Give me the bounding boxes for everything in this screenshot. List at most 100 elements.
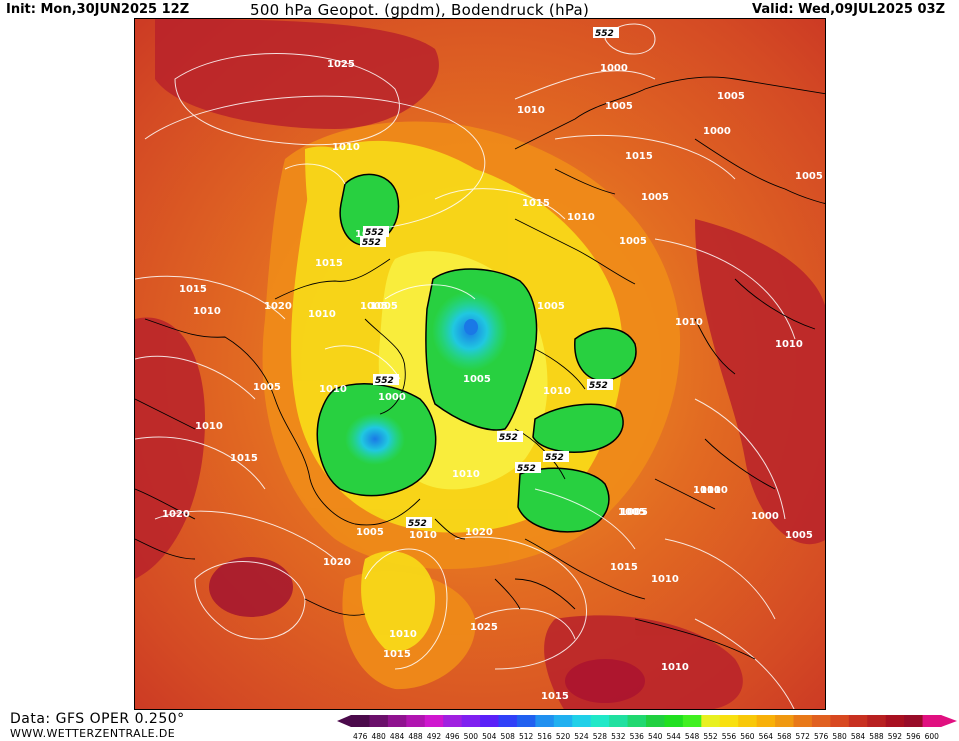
scale-swatch <box>609 715 629 727</box>
geopotential-label: 552 <box>545 453 564 463</box>
scale-tick-label: 488 <box>408 732 423 741</box>
scale-arrow-right <box>941 715 957 727</box>
green-region-east <box>574 327 637 382</box>
scale-tick-label: 492 <box>427 732 442 741</box>
pressure-label: 1025 <box>470 622 498 633</box>
scale-tick-label: 536 <box>630 732 645 741</box>
scale-swatch <box>830 715 850 727</box>
scale-tick-label: 580 <box>832 732 847 741</box>
scale-swatch <box>516 715 536 727</box>
pressure-label: 1005 <box>463 374 491 385</box>
pressure-label: 1010 <box>651 574 679 585</box>
scale-tick-label: 596 <box>906 732 921 741</box>
geopotential-label-box: 552 <box>406 517 432 529</box>
geopotential-label-box: 552 <box>515 462 541 474</box>
scale-swatch <box>701 715 721 727</box>
valid-time: Valid: Wed,09JUL2025 03Z <box>752 2 945 17</box>
scale-swatch <box>535 715 555 727</box>
weather-map: 1025 1010 1000 1005 1010 1000 1005 1015 … <box>134 18 826 710</box>
pressure-label: 1005 <box>785 530 813 541</box>
geopotential-label: 552 <box>408 519 427 529</box>
geopotential-label: 552 <box>365 228 384 238</box>
scale-arrow-left <box>337 715 351 727</box>
geopotential-label: 552 <box>499 433 518 443</box>
green-region-east2 <box>532 403 624 453</box>
website-link[interactable]: WWW.WETTERZENTRALE.DE <box>10 727 176 740</box>
scale-tick-label: 540 <box>648 732 663 741</box>
scale-tick-label: 484 <box>390 732 405 741</box>
pressure-label: 1025 <box>327 59 355 70</box>
scale-swatch <box>443 715 463 727</box>
scale-swatch <box>590 715 610 727</box>
pressure-label: 1010 <box>452 469 480 480</box>
scale-swatch <box>682 715 702 727</box>
pressure-label: 1005 <box>605 101 633 112</box>
scale-tick-label: 584 <box>851 732 866 741</box>
pressure-label: 1010 <box>675 317 703 328</box>
pressure-label: 1010 <box>775 339 803 350</box>
low-core-west <box>345 413 405 465</box>
scale-tick-label: 532 <box>611 732 626 741</box>
pressure-label: 1020 <box>162 509 190 520</box>
pressure-label: 1005 <box>620 507 648 518</box>
geopotential-label: 552 <box>375 376 394 386</box>
scale-swatch <box>646 715 665 727</box>
pressure-label: 1015 <box>383 649 411 660</box>
pressure-label: 1010 <box>543 386 571 397</box>
scale-swatch <box>922 715 942 727</box>
scale-tick-label: 556 <box>722 732 737 741</box>
scale-tick-label: 528 <box>593 732 608 741</box>
scale-tick-label: 504 <box>482 732 497 741</box>
pressure-label: 1015 <box>315 258 343 269</box>
scale-swatch <box>848 715 868 727</box>
pressure-label: 1005 <box>253 382 281 393</box>
pressure-label: 1005 <box>356 527 384 538</box>
pressure-label: 1015 <box>610 562 638 573</box>
pressure-label: 1020 <box>323 557 351 568</box>
pressure-label: 1010 <box>567 212 595 223</box>
pressure-label: 1010 <box>332 142 360 153</box>
geopotential-label-box: 552 <box>543 451 569 463</box>
pressure-label: 1010 <box>517 105 545 116</box>
scale-tick-label: 560 <box>740 732 755 741</box>
scale-swatch <box>406 715 426 727</box>
pressure-label: 1020 <box>264 301 292 312</box>
geopotential-label: 552 <box>517 464 536 474</box>
scale-tick-label: 576 <box>814 732 829 741</box>
scale-tick-label: 476 <box>353 732 368 741</box>
scale-swatch <box>867 715 887 727</box>
scale-swatch <box>387 715 407 727</box>
isobars <box>135 23 796 709</box>
pressure-label: 1010 <box>319 384 347 395</box>
scale-swatch <box>498 715 518 727</box>
scale-swatch <box>627 715 647 727</box>
high-pressure-core <box>209 557 293 617</box>
scale-swatch <box>572 715 592 727</box>
scale-swatch <box>885 715 905 727</box>
scale-swatch <box>793 715 813 727</box>
scale-swatch <box>664 715 684 727</box>
geopotential-label: 552 <box>589 381 608 391</box>
pressure-label: 1005 <box>618 507 646 518</box>
pressure-label: 1015 <box>179 284 207 295</box>
scale-tick-label: 520 <box>556 732 571 741</box>
pressure-label: 1015 <box>625 151 653 162</box>
pressure-label: 1005 <box>360 301 388 312</box>
scale-tick-label: 544 <box>666 732 681 741</box>
pressure-label: 1015 <box>522 198 550 209</box>
scale-swatch <box>461 715 481 727</box>
low-core-central-center <box>464 319 478 335</box>
green-region-southeast <box>517 467 610 533</box>
scale-tick-label: 564 <box>759 732 774 741</box>
geopotential-label-box: 552 <box>363 226 389 238</box>
scale-swatch <box>756 715 776 727</box>
geopotential-label-box: 552 <box>373 374 399 386</box>
data-source: Data: GFS OPER 0.250° <box>10 711 185 727</box>
pressure-label: 1000 <box>703 126 731 137</box>
scale-swatch <box>811 715 831 727</box>
pressure-label: 1000 <box>751 511 779 522</box>
scale-swatch <box>738 715 758 727</box>
scale-tick-label: 588 <box>869 732 884 741</box>
scale-tick-label: 500 <box>464 732 479 741</box>
pressure-label: 1005 <box>795 171 823 182</box>
